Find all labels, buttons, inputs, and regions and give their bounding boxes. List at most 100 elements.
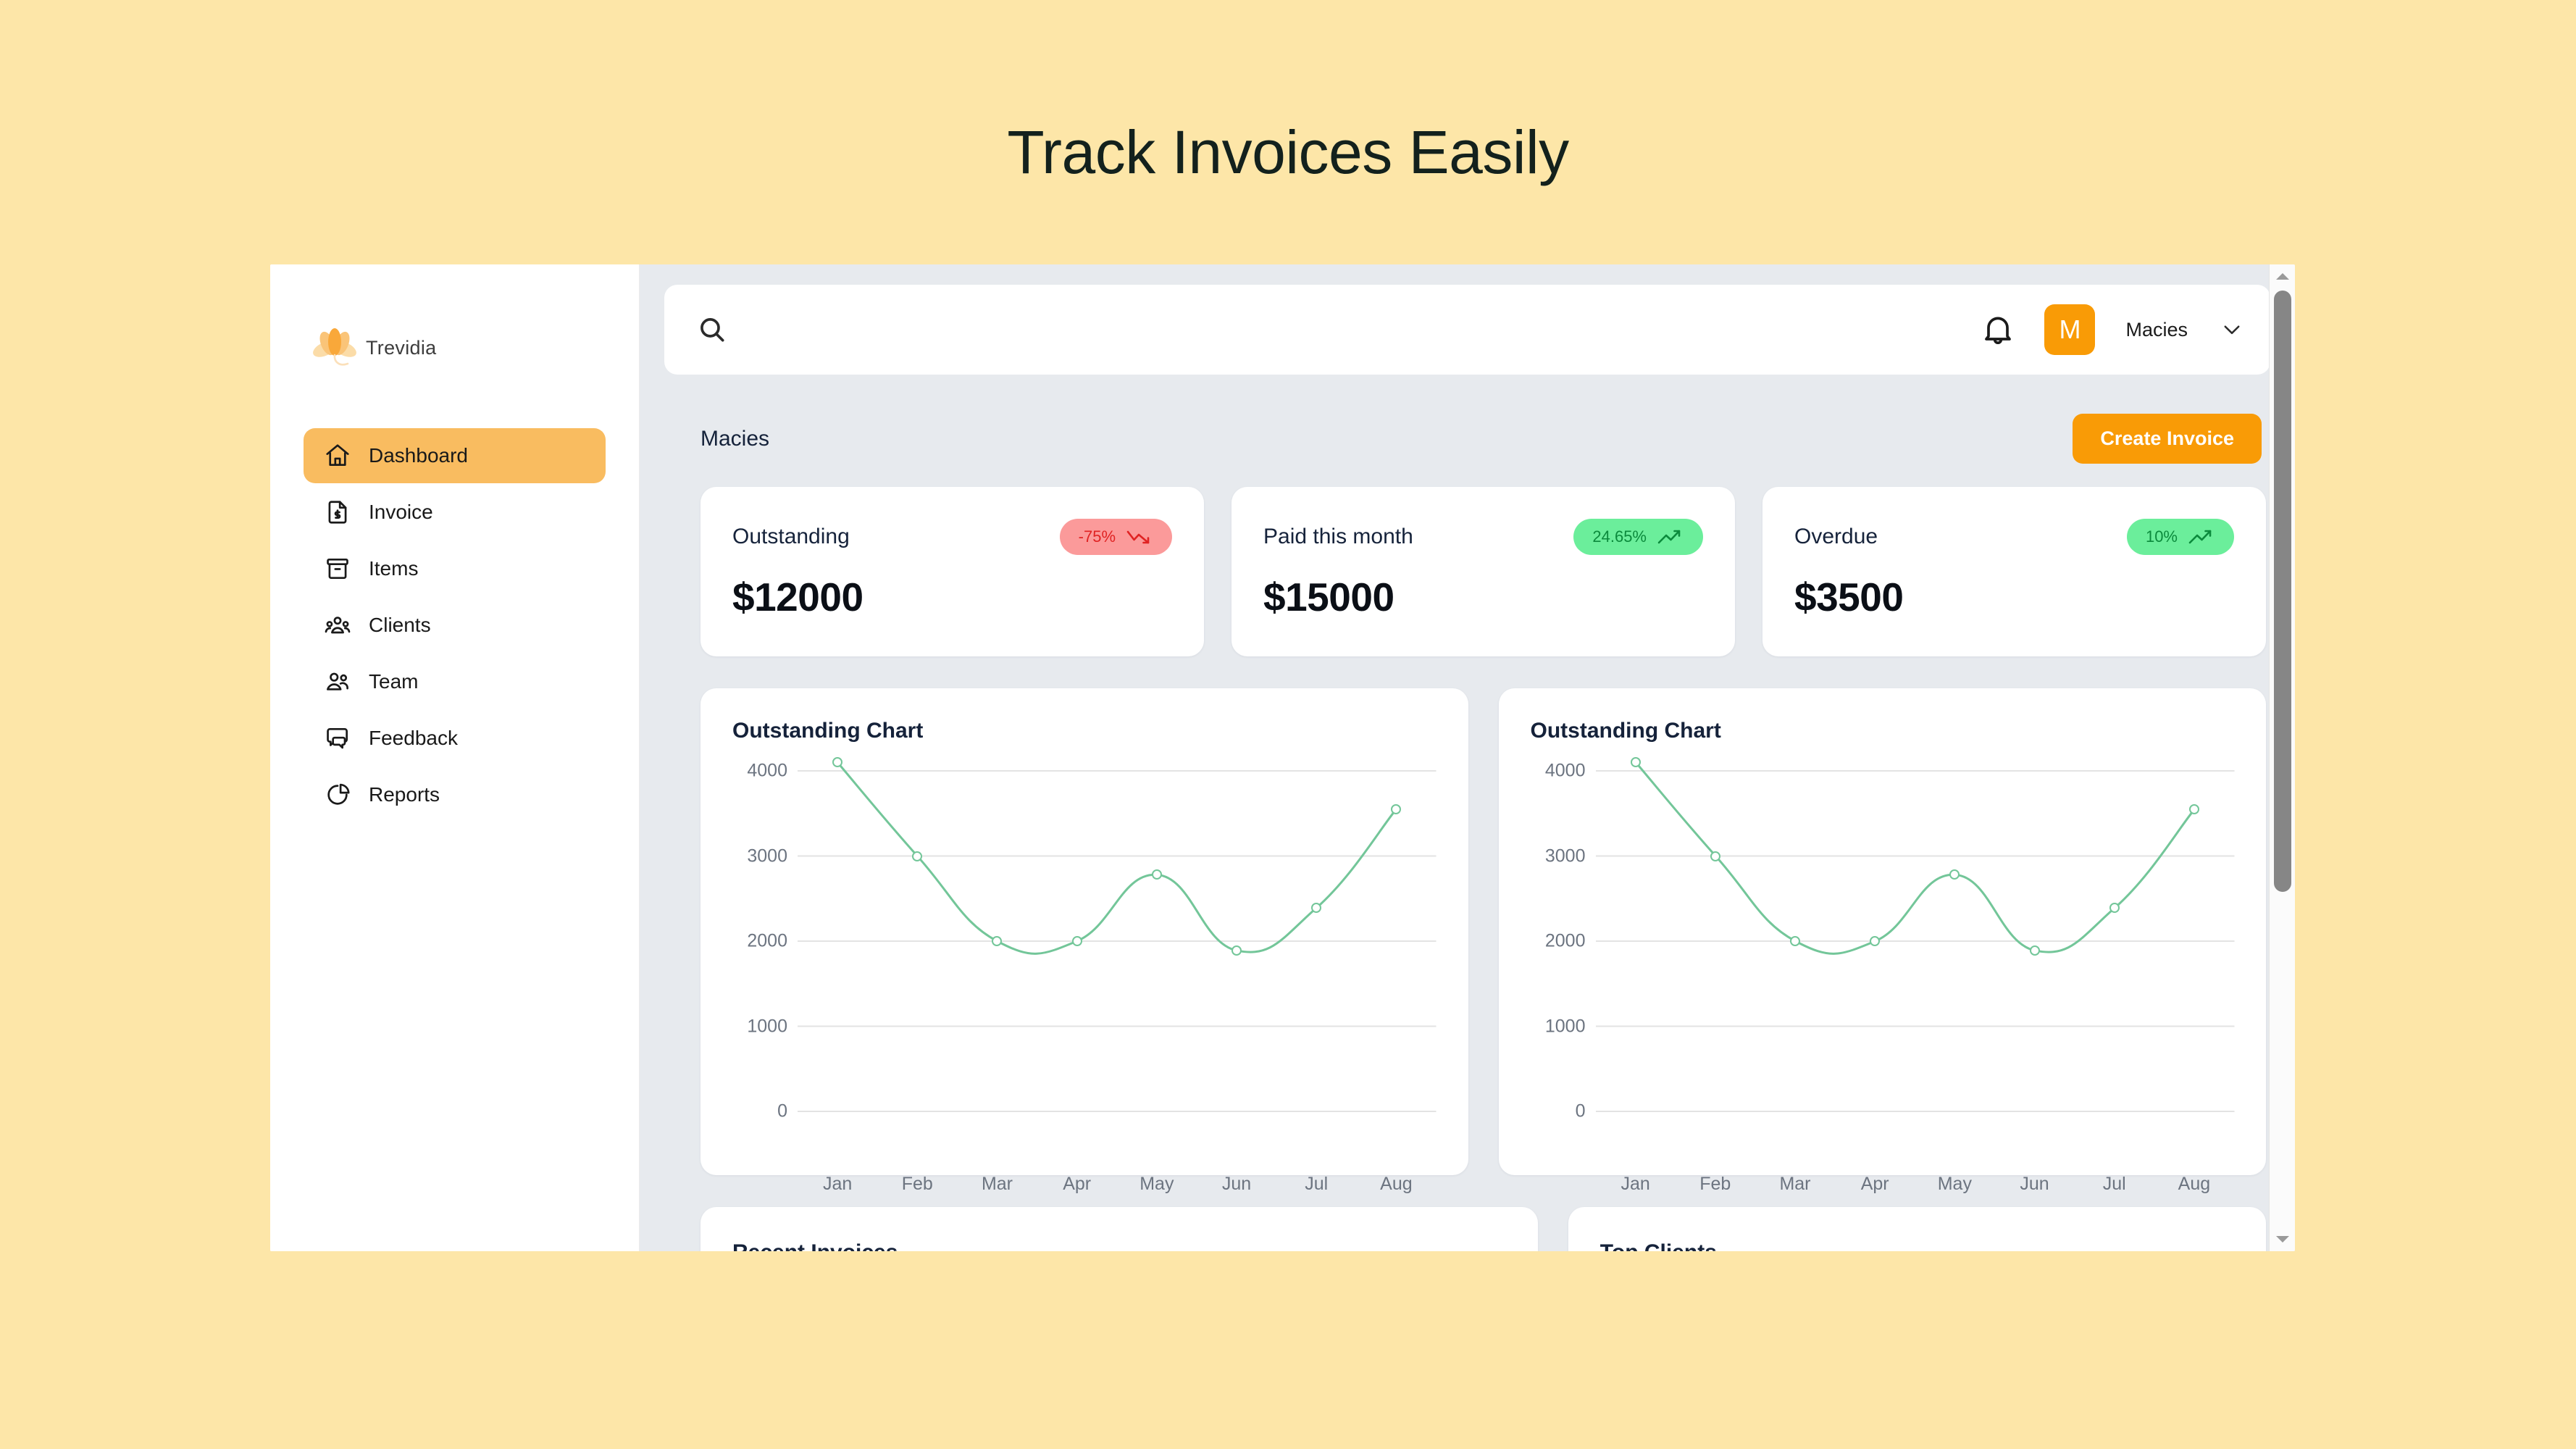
sidebar-item-dashboard[interactable]: Dashboard [304, 428, 606, 483]
chart-data-point[interactable] [1151, 869, 1162, 880]
chart-line-plot [798, 757, 1437, 1111]
stat-label: Outstanding [732, 525, 850, 548]
search-icon [696, 314, 728, 346]
sidebar-item-label: Invoice [369, 501, 433, 523]
x-axis-tick-label: Jun [2020, 1174, 2049, 1194]
badge-text: 24.65% [1592, 527, 1647, 546]
y-axis-tick-label: 4000 [747, 760, 787, 781]
chart-data-point[interactable] [1789, 936, 1800, 946]
x-axis-tick-label: Feb [1699, 1174, 1731, 1194]
chart-data-point[interactable] [1311, 903, 1322, 914]
chart-card-outstanding-left: Outstanding Chart 0 1000 2000 3000 4000 Jan F… [701, 688, 1468, 1194]
sidebar: Trevidia Dashboard [270, 264, 640, 1251]
chart-card-outstanding-right: Outstanding Chart 0 1000 2000 3000 4000 Jan F… [1498, 688, 2266, 1194]
chat-bubbles-icon [324, 724, 351, 752]
stat-card-overdue: Overdue 10% $3500 [1762, 487, 2266, 656]
chart-data-point[interactable] [2029, 945, 2040, 956]
top-clients-panel: Top Clients [1568, 1207, 2266, 1251]
x-axis-tick-label: Jan [1621, 1174, 1650, 1194]
chart-line-series [837, 762, 1396, 953]
chart-data-point[interactable] [2109, 903, 2120, 914]
panel-title: Top Clients [1600, 1240, 2234, 1251]
x-axis-tick-label: Jul [1305, 1174, 1329, 1194]
y-axis-tick-label: 1000 [1544, 1016, 1586, 1036]
caret-down-icon[interactable] [2270, 1229, 2295, 1250]
bell-icon[interactable] [1979, 311, 2017, 348]
status-badge: 10% [2126, 519, 2234, 555]
content-header: Macies Create Invoice [664, 414, 2270, 464]
search-input[interactable] [743, 318, 1965, 341]
sidebar-item-label: Clients [369, 614, 431, 636]
badge-text: -75% [1078, 527, 1116, 546]
main-content: M Macies Macies Create Invoice Outstandi… [640, 264, 2295, 1251]
scrollbar-thumb[interactable] [2274, 291, 2291, 892]
chart-data-point[interactable] [1630, 757, 1641, 768]
user-name: Macies [2125, 318, 2188, 341]
stat-value: $12000 [732, 575, 863, 619]
y-axis-tick-label: 2000 [747, 930, 787, 951]
avatar[interactable]: M [2044, 304, 2096, 355]
chart-plot-area: 0 1000 2000 3000 4000 [732, 757, 1437, 1162]
stat-value: $15000 [1263, 575, 1394, 619]
pie-chart-icon [324, 781, 351, 809]
sidebar-item-invoice[interactable]: Invoice [304, 485, 606, 540]
chart-data-point[interactable] [832, 757, 843, 768]
x-axis-tick-label: Aug [1380, 1174, 1413, 1194]
x-axis-tick-label: Feb [901, 1174, 933, 1194]
chevron-down-icon[interactable] [2220, 317, 2244, 342]
x-axis-tick-label: Apr [1860, 1174, 1889, 1194]
vertical-scrollbar[interactable] [2269, 264, 2295, 1251]
y-axis-tick-label: 4000 [1544, 760, 1586, 781]
stat-card-header: Paid this month 24.65% [1263, 519, 1703, 555]
chart-data-point[interactable] [1870, 936, 1881, 946]
stat-card-header: Outstanding -75% [732, 519, 1172, 555]
y-axis-tick-label: 1000 [747, 1016, 787, 1036]
chart-plot-area: 0 1000 2000 3000 4000 [1531, 757, 2235, 1162]
page-title: Track Invoices Easily [1007, 118, 1569, 186]
chart-data-point[interactable] [1710, 851, 1720, 861]
x-axis-tick-label: May [1937, 1174, 1972, 1194]
sidebar-item-label: Dashboard [369, 444, 468, 467]
caret-up-icon[interactable] [2270, 266, 2295, 286]
chart-data-point[interactable] [912, 851, 923, 861]
home-icon [324, 442, 351, 469]
y-axis-tick-label: 0 [1575, 1101, 1586, 1122]
chart-data-point[interactable] [1071, 936, 1082, 946]
x-axis-tick-label: May [1139, 1174, 1174, 1194]
chart-data-point[interactable] [1949, 869, 1960, 880]
sidebar-item-reports[interactable]: Reports [304, 767, 606, 822]
x-axis-tick-label: Jan [822, 1174, 853, 1194]
stat-card-header: Overdue 10% [1794, 519, 2234, 555]
chart-line-plot [1596, 757, 2235, 1111]
chart-row: Outstanding Chart 0 1000 2000 3000 4000 Jan F… [664, 688, 2270, 1194]
chart-data-point[interactable] [1391, 803, 1402, 814]
chart-title: Outstanding Chart [1530, 719, 1721, 743]
badge-text: 10% [2145, 527, 2178, 546]
trend-down-icon [1126, 527, 1153, 546]
sidebar-item-clients[interactable]: Clients [304, 598, 606, 653]
create-invoice-button[interactable]: Create Invoice [2073, 414, 2262, 464]
box-icon [324, 555, 351, 582]
panel-title: Recent Invoices [732, 1240, 1506, 1251]
y-axis-tick-label: 3000 [1544, 845, 1586, 866]
sidebar-item-team[interactable]: Team [304, 654, 606, 709]
brand-logo[interactable]: Trevidia [270, 315, 639, 380]
chart-x-axis: Jan Feb Mar Apr May Jun Jul Aug [798, 1174, 1437, 1195]
sidebar-item-feedback[interactable]: Feedback [304, 711, 606, 766]
chart-data-point[interactable] [2188, 803, 2199, 814]
stat-label: Paid this month [1263, 525, 1413, 548]
invoice-document-icon [324, 498, 351, 526]
avatar-initial: M [2059, 314, 2081, 344]
y-axis-tick-label: 2000 [1544, 930, 1586, 951]
sidebar-nav: Dashboard Invoice [270, 428, 639, 822]
x-axis-tick-label: Aug [2178, 1174, 2211, 1194]
chart-title: Outstanding Chart [732, 719, 924, 743]
x-axis-tick-label: Mar [1779, 1174, 1811, 1194]
app-window: Trevidia Dashboard [270, 264, 2295, 1251]
sidebar-item-items[interactable]: Items [304, 541, 606, 596]
sidebar-item-label: Items [369, 557, 419, 580]
x-axis-tick-label: Jul [2102, 1174, 2126, 1194]
chart-data-point[interactable] [1231, 945, 1242, 956]
stat-card-row: Outstanding -75% $12000 Paid this month [664, 487, 2270, 656]
chart-data-point[interactable] [992, 936, 1003, 946]
